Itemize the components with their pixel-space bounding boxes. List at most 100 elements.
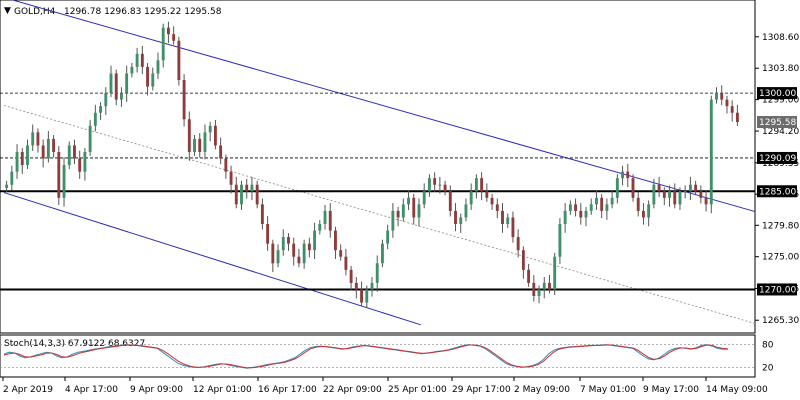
candle-body [208, 125, 212, 133]
candle-body [511, 217, 515, 238]
candle-body [57, 152, 61, 198]
candle-body [52, 138, 56, 152]
candle-body [328, 210, 332, 231]
level-box [757, 185, 797, 198]
candle-body [412, 197, 416, 218]
level-label: 1290.09 [759, 154, 796, 164]
stoch-level-label: 20 [762, 363, 774, 373]
candle-body [542, 282, 546, 290]
trendline-channel-upper [10, 0, 756, 213]
level-labels: 1300.00 1295.58 1290.09 1285.00 1270.00 [757, 87, 797, 296]
candle-body [501, 210, 504, 224]
candle-body [595, 197, 598, 205]
candle-body [485, 191, 489, 198]
candle-body [313, 230, 317, 251]
candle-body [516, 237, 520, 251]
candle-body [73, 145, 76, 159]
stoch-level-label: 80 [762, 341, 774, 351]
candle-body [558, 224, 562, 257]
candle-body [146, 66, 149, 87]
candle-body [678, 191, 682, 205]
x-tick-label: 12 Apr 01:00 [193, 385, 252, 395]
level-box [757, 116, 797, 129]
candle-body [370, 282, 374, 290]
candle-body [605, 204, 609, 211]
x-tick-label: 29 Apr 17:00 [452, 385, 511, 395]
candle-body [166, 27, 170, 35]
candle-body [391, 210, 395, 231]
candle-body [83, 152, 87, 172]
candle-body [344, 256, 348, 270]
candle-body [219, 145, 223, 159]
candle-body [354, 282, 358, 290]
candle-body [67, 145, 71, 166]
indicator-panel-frame [0, 334, 756, 378]
candle-body [725, 99, 729, 107]
candle-body [172, 34, 176, 41]
level-label: 1270.00 [759, 285, 796, 295]
candle-body [621, 171, 624, 179]
candle-body [26, 145, 29, 166]
candle-body [657, 184, 661, 192]
candle-body [177, 40, 181, 80]
candle-body [443, 184, 447, 192]
candle-body [78, 158, 82, 172]
candle-body [553, 256, 557, 290]
candle-body [281, 237, 285, 251]
header-dropdown-icon[interactable]: ▼ [4, 6, 11, 16]
candle-body [730, 106, 734, 113]
candle-body [454, 210, 457, 224]
y-tick-label: 1275.00 [762, 253, 799, 263]
x-tick-label: 7 May 01:00 [580, 385, 636, 395]
candle-body [652, 184, 656, 205]
level-box [757, 151, 797, 164]
candle-body [615, 178, 619, 198]
candle-body [93, 112, 97, 126]
price-axis: 1308.601303.801299.001294.201289.351284.… [755, 33, 799, 326]
candle-body [349, 269, 353, 283]
candle-body [375, 263, 379, 283]
y-tick-label: 1303.80 [762, 64, 799, 74]
candle-body [464, 204, 468, 218]
candle-body [292, 243, 296, 257]
candle-body [302, 243, 306, 264]
y-tick-label: 1279.80 [762, 221, 799, 231]
candle-body [182, 80, 186, 120]
candle-body [360, 289, 363, 303]
trendline-channel-lower [3, 192, 421, 326]
candle-body [568, 204, 572, 211]
candle-body [140, 53, 144, 67]
candle-body [224, 158, 228, 172]
candle-body [203, 132, 207, 152]
candle-body [694, 184, 698, 192]
candle-body [532, 282, 536, 296]
candle-body [135, 53, 139, 67]
candle-body [156, 60, 160, 74]
x-tick-label: 16 Apr 17:00 [258, 385, 317, 395]
candle-body [10, 171, 14, 185]
candle-body [709, 99, 713, 205]
candles [5, 21, 739, 309]
candle-body [506, 217, 510, 224]
symbol-label: GOLD,H4 [14, 7, 56, 17]
candle-body [161, 27, 165, 61]
level-box [757, 283, 797, 296]
candle-body [187, 119, 191, 152]
candle-body [480, 178, 484, 192]
candle-body [88, 125, 92, 152]
candle-body [433, 178, 437, 185]
candle-body [735, 112, 739, 123]
candle-body [255, 184, 259, 205]
candle-body [260, 204, 264, 224]
candle-body [574, 204, 578, 211]
candle-body [130, 66, 134, 74]
candle-body [213, 125, 217, 146]
candle-body [631, 178, 635, 198]
x-tick-label: 25 Apr 01:00 [388, 385, 447, 395]
candle-body [151, 73, 155, 87]
stoch-label: Stoch(14,3,3) 67.9122 68.6327 [4, 339, 145, 349]
candle-body [396, 210, 400, 218]
candle-body [474, 178, 478, 192]
candle-body [647, 204, 651, 218]
